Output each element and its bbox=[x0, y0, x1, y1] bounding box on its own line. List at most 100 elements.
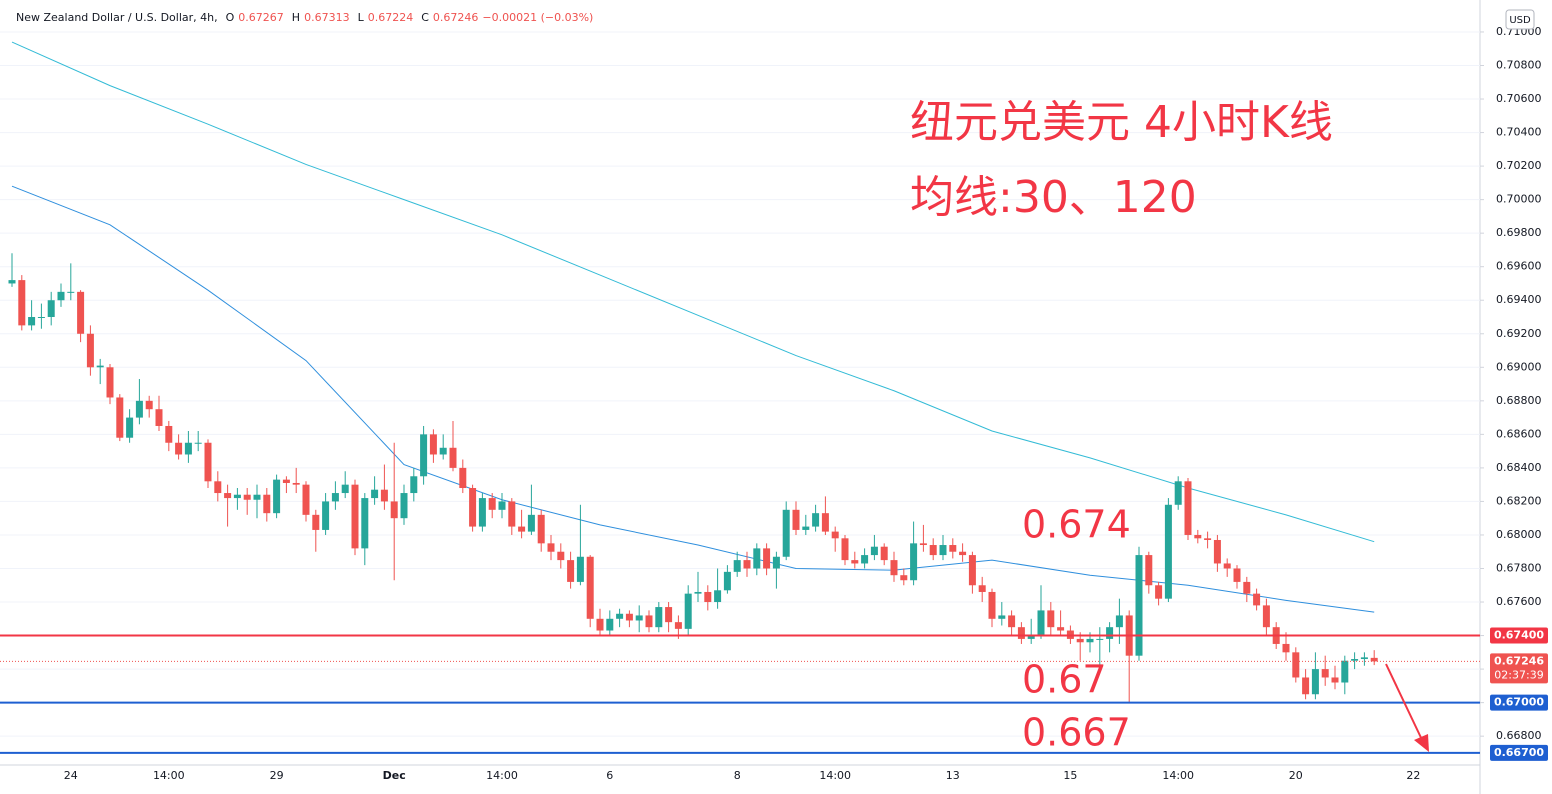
candle-body bbox=[1360, 657, 1368, 660]
candle-body bbox=[145, 400, 153, 410]
candle-body bbox=[302, 484, 310, 515]
candle-body bbox=[1037, 610, 1045, 636]
candle-body bbox=[243, 494, 251, 500]
candle-body bbox=[625, 613, 633, 621]
candle-body bbox=[576, 556, 584, 582]
candle-body bbox=[929, 545, 937, 556]
currency: USD bbox=[1509, 15, 1531, 26]
candle-body bbox=[567, 560, 575, 582]
candle-body bbox=[204, 442, 212, 482]
x-tick-label: 14:00 bbox=[486, 769, 518, 782]
candle-body bbox=[184, 442, 192, 455]
y-tick-label: 0.69200 bbox=[1496, 327, 1542, 340]
arrow-shaft bbox=[1385, 663, 1425, 745]
candle-body bbox=[410, 476, 418, 494]
candle-body bbox=[1174, 481, 1182, 505]
y-tick-label: 0.70800 bbox=[1496, 58, 1542, 71]
candle-body bbox=[998, 615, 1006, 619]
candle-body bbox=[890, 560, 898, 576]
candle-body bbox=[57, 291, 65, 301]
y-tick-label: 0.66800 bbox=[1496, 729, 1542, 742]
y-tick-label: 0.69400 bbox=[1496, 293, 1542, 306]
candle-body bbox=[1282, 643, 1290, 653]
countdown: 02:37:39 bbox=[1494, 668, 1543, 681]
candle-body bbox=[224, 493, 232, 499]
candle-body bbox=[498, 501, 506, 510]
candle-body bbox=[331, 493, 339, 502]
level-label: 0.67400 bbox=[1494, 629, 1544, 642]
candle-body bbox=[390, 501, 398, 519]
candle-body bbox=[772, 556, 780, 569]
candle-body bbox=[1321, 669, 1329, 678]
candle-body bbox=[880, 546, 888, 561]
y-tick-label: 0.70200 bbox=[1496, 159, 1542, 172]
x-tick-label: 20 bbox=[1289, 769, 1303, 782]
candle-body bbox=[67, 291, 75, 293]
candle-body bbox=[518, 526, 526, 532]
x-tick-label: 22 bbox=[1406, 769, 1420, 782]
candle-body bbox=[870, 546, 878, 556]
symbol: New Zealand Dollar / U.S. Dollar, 4h, bbox=[16, 11, 218, 24]
candle-body bbox=[792, 509, 800, 530]
candle-body bbox=[126, 417, 134, 438]
candle-body bbox=[684, 593, 692, 629]
candle-body bbox=[37, 316, 45, 318]
candle-body bbox=[233, 494, 241, 499]
candle-body bbox=[1027, 635, 1035, 639]
candle-body bbox=[861, 555, 869, 564]
level-label-bg bbox=[1490, 627, 1548, 644]
candle-body bbox=[28, 316, 36, 326]
candle-body bbox=[106, 367, 114, 398]
candle-body bbox=[1302, 677, 1310, 695]
candle-body bbox=[949, 545, 957, 552]
x-tick-label: 15 bbox=[1063, 769, 1077, 782]
ohlc-value: 0.67313 bbox=[304, 11, 350, 24]
candle-body bbox=[96, 365, 104, 368]
candle-body bbox=[939, 545, 947, 556]
candle-body bbox=[380, 489, 388, 502]
candle-body bbox=[968, 555, 976, 586]
candle-body bbox=[910, 543, 918, 581]
candle-body bbox=[1194, 534, 1202, 539]
level-note: 0.667 bbox=[1022, 711, 1131, 755]
candle-body bbox=[812, 513, 820, 527]
candle-body bbox=[1145, 555, 1153, 586]
x-tick-label: 14:00 bbox=[153, 769, 185, 782]
ohlc-key: C bbox=[421, 11, 429, 24]
y-tick-label: 0.69000 bbox=[1496, 360, 1542, 373]
candle-body bbox=[371, 489, 379, 499]
candle-body bbox=[704, 591, 712, 603]
change: −0.00021 (−0.03%) bbox=[482, 11, 594, 24]
candle-body bbox=[606, 618, 614, 631]
candle-body bbox=[1135, 555, 1143, 656]
x-tick-label: 8 bbox=[734, 769, 741, 782]
candle-body bbox=[47, 300, 55, 317]
y-tick-label: 0.68400 bbox=[1496, 461, 1542, 474]
last-price-bg bbox=[1490, 653, 1548, 684]
candle-body bbox=[135, 400, 143, 418]
candle-body bbox=[616, 613, 624, 619]
candle-body bbox=[508, 501, 516, 527]
annotation-title: 纽元兑美元 4小时K线 bbox=[910, 97, 1333, 148]
level-label-bg bbox=[1490, 694, 1548, 711]
candle-body bbox=[175, 442, 183, 455]
candle-body bbox=[312, 514, 320, 530]
candle-body bbox=[537, 514, 545, 544]
ohlc-key: H bbox=[291, 11, 301, 24]
candle-body bbox=[851, 560, 859, 564]
candle-body bbox=[665, 607, 673, 623]
candle-body bbox=[214, 481, 222, 494]
y-tick-label: 0.70000 bbox=[1496, 193, 1542, 206]
candle-body bbox=[723, 571, 731, 591]
candle-body bbox=[155, 409, 163, 426]
currency-box bbox=[1505, 9, 1535, 30]
candle-body bbox=[655, 607, 663, 628]
arrow-head bbox=[1414, 734, 1429, 752]
candle-body bbox=[1096, 638, 1104, 640]
candle-body bbox=[1008, 615, 1016, 628]
ohlc-value: 0.67267 bbox=[238, 11, 284, 24]
candle-body bbox=[1262, 605, 1270, 628]
y-tick-label: 0.69600 bbox=[1496, 260, 1542, 273]
